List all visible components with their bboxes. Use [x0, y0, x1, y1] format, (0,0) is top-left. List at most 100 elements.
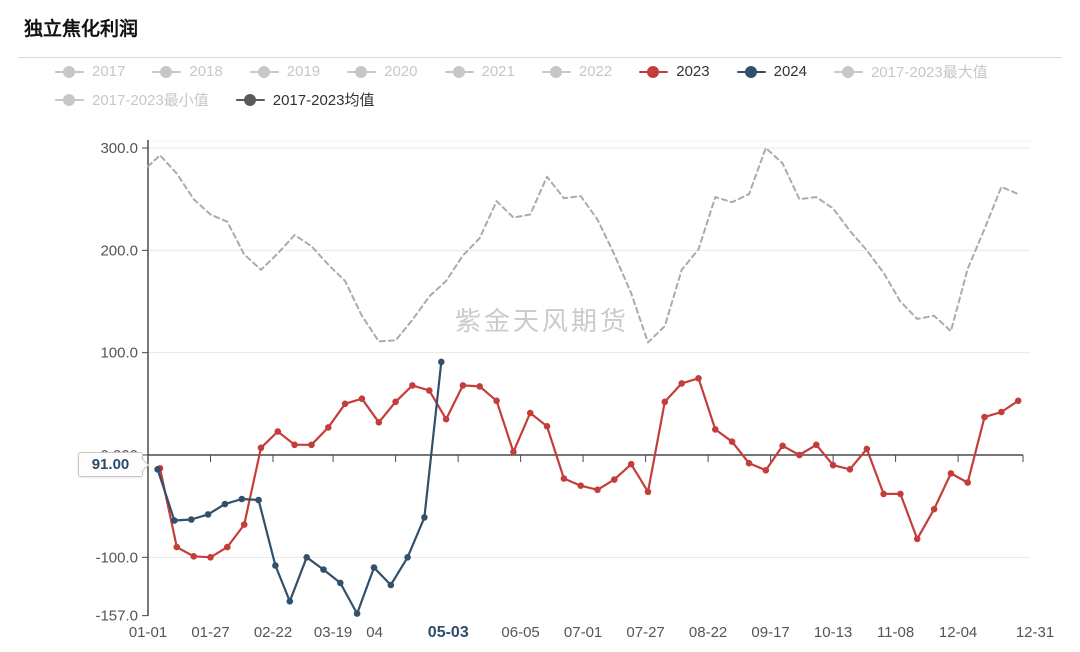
data-point-2023-07-14 [611, 476, 618, 483]
legend-line-marker-icon [249, 65, 279, 78]
data-point-2024-04-12 [387, 581, 395, 589]
legend-item-2017-2023均值[interactable]: 2017-2023均值 [235, 89, 374, 110]
legend-line-marker-icon [541, 65, 571, 78]
legend-row: 2017-2023最小值 2017-2023均值 [55, 89, 1060, 110]
data-point-2023-10-06 [813, 441, 820, 449]
data-point-2023-07-28 [644, 488, 652, 496]
data-point-2024-03-29 [353, 610, 361, 617]
data-point-2023-11-10 [897, 490, 904, 498]
legend-item-2017[interactable]: 2017 [55, 63, 125, 80]
x-tick-label: 01-01 [129, 624, 167, 641]
legend-item-2018[interactable]: 2018 [152, 63, 223, 80]
legend-item-2024[interactable]: 2024 [736, 63, 807, 80]
x-tick-label: 12-31 [1016, 624, 1054, 641]
x-tick-label: 04 [366, 624, 383, 641]
data-point-2023-12-01 [947, 470, 955, 477]
data-point-2023-10-27 [863, 445, 871, 453]
data-point-2023-12-22 [998, 408, 1005, 416]
data-point-2023-09-22 [779, 442, 786, 450]
data-point-2023-10-20 [846, 466, 854, 473]
y-tick-label: 200.0 [100, 242, 138, 259]
legend-item-label: 2017 [92, 63, 126, 80]
data-point-2023-02-03 [224, 543, 231, 551]
axis-pointer-value-label: 91.00 [78, 452, 143, 477]
legend-item-2021[interactable]: 2021 [444, 63, 515, 80]
data-point-2023-03-17 [325, 424, 332, 431]
data-point-2023-06-23 [560, 475, 568, 482]
legend-line-marker-icon [55, 93, 84, 106]
data-point-2024-02-23 [272, 562, 279, 569]
data-point-2024-04-19 [404, 554, 411, 561]
data-point-2023-06-02 [510, 448, 517, 456]
x-tick-label: 02-22 [254, 624, 292, 641]
header-divider [18, 57, 1062, 58]
legend-item-2017-2023最大值[interactable]: 2017-2023最大值 [834, 61, 988, 82]
legend-item-label: 2023 [676, 63, 710, 80]
legend-item-2023[interactable]: 2023 [639, 63, 710, 80]
x-tick-label: 01-27 [191, 624, 229, 641]
legend-item-label: 2021 [481, 63, 515, 80]
data-point-2024-05-03 [438, 358, 445, 366]
data-point-2024-02-02 [221, 500, 229, 508]
legend-line-marker-icon [834, 65, 863, 78]
data-point-2024-03-01 [286, 598, 294, 605]
data-point-2023-05-12 [459, 382, 467, 389]
legend-line-marker-icon [639, 65, 669, 78]
legend-line-marker-icon [55, 65, 84, 78]
data-point-2023-03-10 [308, 441, 315, 449]
legend-item-2020[interactable]: 2020 [347, 63, 418, 80]
data-point-2023-01-13 [173, 543, 181, 551]
y-tick-label: -157.0 [95, 608, 138, 625]
legend-line-marker-icon [347, 65, 377, 78]
data-point-2023-03-03 [291, 441, 298, 449]
data-point-2023-09-08 [745, 459, 753, 467]
data-point-2024-01-19 [188, 516, 195, 523]
legend-item-label: 2020 [384, 63, 418, 80]
x-tick-label: 07-01 [564, 624, 602, 641]
legend-item-label: 2017-2023最小值 [92, 92, 209, 109]
legend-row: 2017 2018 2019 2020 2021 2022 2023 2024 2017-202… [55, 61, 1060, 82]
data-point-2023-09-15 [762, 467, 770, 474]
legend-item-label: 2024 [773, 63, 807, 80]
data-point-2024-02-16 [255, 496, 262, 504]
data-point-2023-08-04 [661, 398, 669, 406]
data-point-2024-03-22 [337, 579, 344, 587]
data-point-2024-04-05 [370, 564, 378, 571]
data-point-2023-09-29 [796, 451, 803, 459]
watermark-text: 紫金天风期货 [454, 306, 629, 336]
legend-line-marker-icon [235, 93, 265, 106]
data-point-2024-01-05 [154, 466, 161, 473]
x-tick-label-emphasis: 05-03 [428, 624, 469, 641]
data-point-2024-01-12 [171, 517, 178, 524]
data-point-2023-05-19 [476, 383, 484, 390]
legend-line-marker-icon [444, 65, 474, 78]
legend-item-label: 2019 [286, 63, 321, 80]
legend-item-2017-2023最小值[interactable]: 2017-2023最小值 [55, 89, 209, 110]
legend-item-2019[interactable]: 2019 [249, 63, 321, 80]
data-point-2023-01-27 [207, 554, 214, 561]
data-point-2023-12-29 [1014, 397, 1022, 405]
legend-item-label: 2022 [578, 63, 613, 80]
y-tick-label: 300.0 [100, 140, 138, 157]
data-point-2023-08-11 [678, 380, 685, 387]
x-tick-label: 12-04 [939, 624, 977, 641]
x-tick-label: 07-27 [626, 624, 664, 641]
x-tick-label: 03-19 [314, 624, 352, 641]
data-point-2023-02-24 [274, 428, 282, 435]
legend-item-2022[interactable]: 2022 [541, 63, 613, 80]
data-point-2023-10-13 [829, 461, 837, 469]
data-point-2023-11-17 [913, 535, 921, 543]
chart-title: 独立焦化利润 [24, 19, 139, 40]
x-tick-label: 08-22 [689, 624, 727, 641]
legend-line-marker-icon [736, 65, 766, 78]
legend-line-marker-icon [152, 65, 182, 78]
x-tick-label: 09-17 [751, 624, 789, 641]
data-point-2023-01-20 [190, 553, 197, 560]
data-point-2023-11-03 [880, 490, 887, 498]
y-tick-label: 100.0 [100, 345, 138, 362]
data-point-2024-03-08 [303, 554, 311, 561]
data-point-2023-08-18 [695, 375, 702, 382]
data-point-2023-04-28 [426, 387, 433, 394]
